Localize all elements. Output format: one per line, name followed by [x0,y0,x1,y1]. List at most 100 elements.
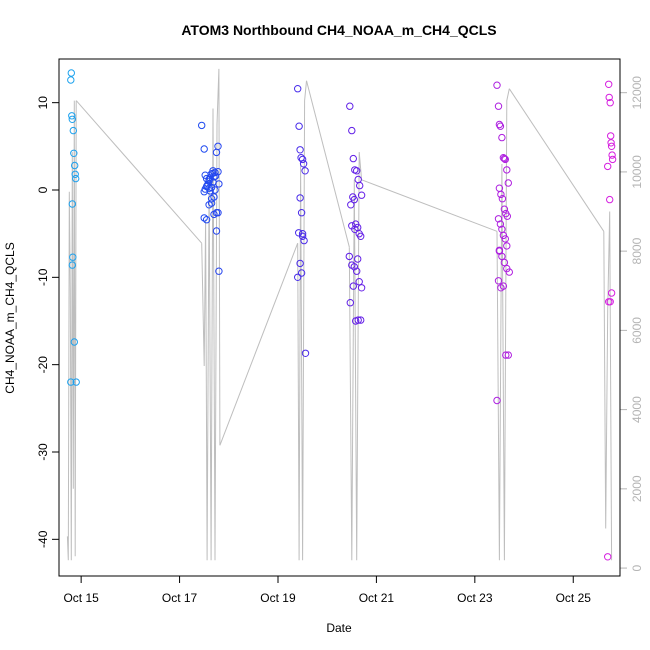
data-point [214,209,222,217]
data-point [200,145,208,153]
data-point [68,115,77,124]
data-point [503,212,511,220]
data-point [355,278,363,286]
data-point [607,289,616,297]
data-point [504,179,512,187]
data-point [299,160,308,168]
data-point [70,338,79,346]
data-point [354,255,362,263]
y-tick-label: -40 [36,530,50,548]
data-point [607,139,615,147]
data-point [357,232,365,241]
data-point [607,132,615,140]
secondary-series-layer [66,68,613,561]
data-point [494,277,503,285]
data-point [498,133,506,142]
data-point [494,102,503,110]
data-point [294,273,302,281]
data-point [498,252,506,261]
y2-tick-label: 2000 [630,475,644,502]
data-point [198,121,206,130]
data-point [495,246,504,255]
data-point [214,142,222,151]
y2-tick-label: 0 [630,564,644,571]
data-point [607,142,616,151]
data-point [350,263,358,271]
data-point [211,172,220,180]
data-point [496,220,505,228]
data-point [353,267,361,275]
data-point [605,298,613,306]
x-tick-label: Oct 23 [457,591,493,605]
data-point [211,186,219,194]
data-point [605,93,613,102]
data-point [72,378,80,386]
data-point [351,225,359,234]
y2-tick-label: 8000 [630,237,644,264]
secondary-trace-3 [297,80,307,561]
data-point [297,154,305,162]
data-point [346,299,354,307]
data-point [354,316,362,324]
data-point [606,298,614,306]
data-point [604,553,612,561]
data-point [499,154,508,162]
data-point [210,210,218,219]
data-points-layer [67,69,617,561]
y2-tick-label: 4000 [630,396,644,423]
data-point [605,80,613,89]
data-point [498,195,507,203]
data-point [67,378,75,386]
data-point [69,253,77,261]
data-point [67,69,76,77]
data-point [349,282,357,290]
data-point [497,190,505,199]
data-point [68,200,77,208]
data-point [297,209,306,217]
data-point [206,174,214,182]
data-point [210,193,218,201]
data-point [505,268,513,276]
data-point [494,215,503,223]
data-point [357,191,366,199]
data-point [606,195,614,204]
data-point [347,201,355,209]
data-point [200,214,208,222]
data-point [72,174,80,183]
plot-frame [58,58,621,577]
data-point [296,146,304,154]
data-point [608,151,616,159]
x-tick-label: Oct 17 [162,591,198,605]
secondary-connector-2 [219,243,299,446]
y-tick-label: -20 [36,356,50,374]
y-axis-right: 0 2000 4000 6000 8000 10000 12000 [619,76,644,571]
secondary-trace-5 [496,88,510,561]
data-point [604,162,612,171]
data-point [71,161,79,170]
data-point [500,154,509,163]
data-point [295,122,303,130]
data-point [502,351,510,359]
data-point [205,177,213,186]
x-tick-label: Oct 25 [556,591,592,605]
y2-tick-label: 12000 [630,76,644,110]
x-tick-label: Oct 19 [260,591,296,605]
y-tick-label: -30 [36,443,50,461]
data-point [353,167,361,175]
data-point [500,205,509,213]
y-axis: 10 0 -10 -20 -30 -40 [36,96,60,548]
data-point [207,170,215,179]
data-point [301,349,310,357]
y2-tick-label: 6000 [630,317,644,344]
data-point [68,112,76,120]
data-point [296,259,304,268]
data-point [67,76,75,84]
data-point [69,126,78,135]
data-point [495,120,504,129]
secondary-connector-5 [508,88,605,232]
data-point [214,168,222,176]
data-point [298,155,307,164]
data-point [499,282,508,290]
data-point [297,269,306,277]
